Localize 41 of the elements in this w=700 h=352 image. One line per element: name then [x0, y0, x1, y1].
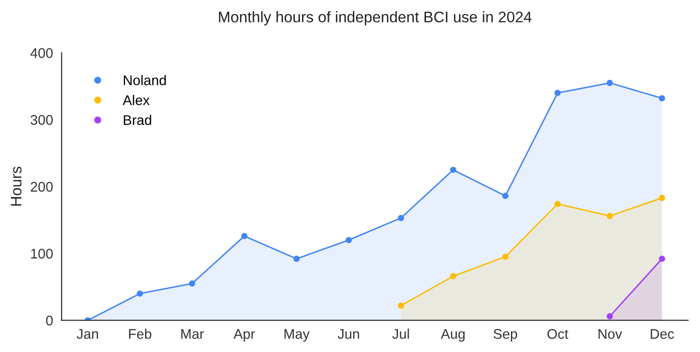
point — [136, 290, 144, 297]
point — [398, 214, 404, 222]
legend-label: Brad — [124, 114, 152, 126]
y-tick-label: 100 — [31, 248, 53, 259]
x-tick-label: Jun — [338, 329, 360, 339]
legend-label: Alex — [122, 94, 150, 106]
point — [450, 273, 456, 280]
point — [398, 302, 404, 309]
point — [658, 256, 666, 262]
chart-title: Monthly hours of independent BCI use in 2024 — [218, 11, 532, 26]
point — [658, 95, 666, 102]
x-tick-label: Oct — [547, 329, 568, 339]
point — [346, 236, 352, 244]
y-tick-label: 200 — [30, 182, 53, 192]
x-tick-label: Mar — [181, 329, 204, 339]
point — [554, 200, 561, 208]
point — [293, 256, 300, 262]
y-axis-title: Hours — [10, 166, 22, 206]
x-tick-label: Nov — [598, 329, 622, 339]
point — [606, 212, 613, 220]
x-tick-label: Jan — [76, 329, 98, 339]
y-tick-label: 300 — [30, 115, 53, 125]
x-tick-label: Jul — [392, 328, 409, 339]
point — [606, 313, 613, 320]
point — [554, 90, 561, 96]
x-tick-label: Aug — [440, 329, 465, 342]
x-tick-label: May — [284, 329, 310, 342]
x-tick-label: Apr — [234, 329, 255, 342]
x-tick-label: Dec — [650, 329, 674, 339]
x-tick-label: Feb — [129, 328, 152, 339]
point — [241, 232, 248, 240]
point — [606, 80, 613, 86]
point — [502, 192, 508, 200]
point — [188, 280, 196, 287]
point — [450, 166, 456, 173]
x-tick-label: Sep — [494, 329, 518, 342]
point — [658, 194, 666, 202]
point — [502, 254, 508, 260]
y-tick-label: 0 — [46, 316, 53, 326]
y-tick-label: 400 — [30, 48, 53, 58]
legend-label: Noland — [124, 75, 166, 86]
